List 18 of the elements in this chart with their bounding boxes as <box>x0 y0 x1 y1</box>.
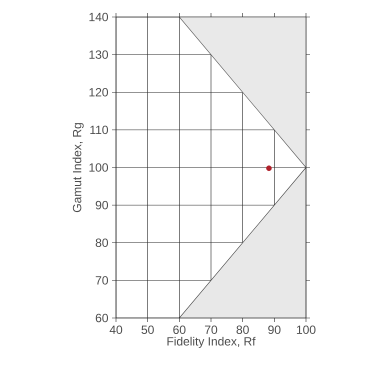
x-tick-label: 100 <box>296 326 316 334</box>
x-tick-label: 70 <box>204 326 218 334</box>
y-tick-label: 110 <box>90 126 108 134</box>
y-tick-label: 120 <box>89 88 108 96</box>
x-tick-label: 80 <box>236 326 249 334</box>
y-tick-label: 90 <box>96 200 108 210</box>
y-axis-title: Gamut Index, Rg <box>72 123 84 212</box>
x-axis-title: Fidelity Index, Rf <box>167 336 256 348</box>
y-tick-label: 70 <box>96 276 108 285</box>
y-tick-label: 80 <box>96 238 108 247</box>
y-tick-label: 60 <box>96 314 108 322</box>
x-tick-label: 60 <box>173 326 186 334</box>
x-tick-label: 50 <box>142 326 154 334</box>
y-tick-label: 140 <box>89 12 108 22</box>
y-tick-label: 130 <box>89 50 108 59</box>
x-tick-label: 90 <box>268 326 281 334</box>
y-tick-label: 100 <box>89 163 108 172</box>
x-tick-label: 40 <box>110 326 122 334</box>
